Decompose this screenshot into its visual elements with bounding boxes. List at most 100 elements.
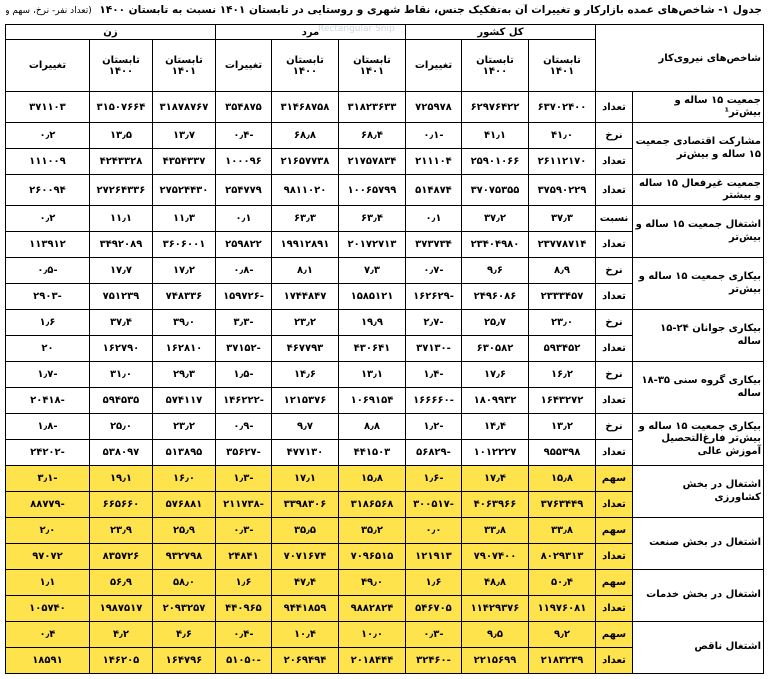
value-cell: ۱۱٫۳ <box>151 205 216 232</box>
value-cell: ۱۶۴۷۹۶ <box>151 647 216 674</box>
value-cell: ۶۲۹۷۶۴۲۲ <box>460 91 529 123</box>
table-row: بیکاری جمعیت ۱۵ ساله و بیش‌تر فارغ‌التحص… <box>4 413 764 466</box>
value-cell: ۱۰٫۴ <box>270 621 339 648</box>
value-cell: -۳۲۴۶۰ <box>404 647 462 674</box>
column-header: تابستان ۱۴۰۰ <box>460 39 529 92</box>
value-cell: ۱۹۸۷۵۱۷ <box>88 595 153 622</box>
value-cell: -۰٫۷ <box>404 257 462 284</box>
value-cell: -۱٫۷ <box>4 361 90 388</box>
value-cell: ۱۰۰۶۵۷۹۹ <box>337 174 406 206</box>
indicator-label: بیکاری جوانان ۲۴-۱۵ ساله <box>632 309 764 362</box>
value-cell: ۱۶۲۷۹۰ <box>88 335 153 362</box>
value-cell: ۳۷٫۴ <box>88 309 153 336</box>
value-cell: ۵۶٫۹ <box>88 569 153 596</box>
value-cell: ۵۷۶۸۸۱ <box>151 491 216 518</box>
indicator-label: جمعیت غیرفعال ۱۵ ساله و بیشتر <box>632 174 764 206</box>
value-cell: ۶۳٫۳ <box>270 205 339 232</box>
labor-market-table: شاخص‌های نیروی‌کار کل کشور مرد زن تابستا… <box>4 24 765 674</box>
value-cell: ۹۸۱۱۰۲۰ <box>270 174 339 206</box>
value-cell: ۳۵۴۸۷۵ <box>214 91 272 123</box>
value-cell: ۱۹۹۱۲۸۹۱ <box>270 231 339 258</box>
value-cell: ۲۰۶۹۴۹۴ <box>270 647 339 674</box>
unit-cell: نسبت <box>594 205 634 232</box>
table-row: بیکاری جمعیت ۱۵ ساله و بیش‌تر نرخ ۸٫۹ ۹٫۶ -۰… <box>4 257 764 310</box>
value-cell: -۸۸۷۷۹ <box>4 491 90 518</box>
value-cell: ۱۹٫۹ <box>337 309 406 336</box>
indicator-label: جمعیت ۱۵ ساله و بیش‌تر¹ <box>632 91 764 123</box>
column-header: تابستان ۱۴۰۱ <box>337 39 406 92</box>
value-cell: ۸٫۹ <box>527 257 596 284</box>
value-cell: ۵۱۴۸۷۴ <box>404 174 462 206</box>
table-row: بیکاری گروه سنی ۳۵-۱۸ ساله نرخ ۱۶٫۲ ۱۷٫۶ -۱٫… <box>4 361 764 414</box>
value-cell: ۳۶۰۶۰۰۱ <box>151 231 216 258</box>
value-cell: ۱۷٫۴ <box>460 465 529 492</box>
table-row: تعداد ۸۰۲۹۳۱۳ ۷۹۰۷۴۰۰ ۱۲۱۹۱۳ ۷۰۹۶۵۱۵ ۷۰۷۱۶۷۴ ۲… <box>4 543 763 570</box>
value-cell: ۳۳۹۸۳۰۶ <box>270 491 339 518</box>
value-cell: ۲۳۴۰۴۹۸۰ <box>460 231 529 258</box>
value-cell: ۲۰۹۳۲۵۷ <box>151 595 216 622</box>
value-cell: -۱٫۴ <box>404 361 462 388</box>
value-cell: ۷۴۸۳۳۶ <box>151 283 216 310</box>
value-cell: ۴٫۲ <box>88 621 153 648</box>
value-cell: ۲۷۲۶۴۳۳۶ <box>88 174 153 206</box>
value-cell: ۲۳٫۲ <box>151 413 216 440</box>
value-cell: ۵۹۴۵۳۵ <box>88 387 153 414</box>
unit-cell: نرخ <box>594 309 634 336</box>
value-cell: ۲۱۱۱۰۴ <box>404 148 462 175</box>
unit-cell: تعداد <box>594 91 634 123</box>
value-cell: ۲۱۷۵۷۸۳۴ <box>337 148 406 175</box>
value-cell: -۳۵۶۲۷ <box>214 439 272 466</box>
value-cell: ۱۴٫۶ <box>270 361 339 388</box>
column-header: تغییرات <box>214 39 272 92</box>
value-cell: ۵۳۸۰۹۷ <box>88 439 153 466</box>
value-cell: ۲۵٫۹ <box>151 517 216 544</box>
table-row: تعداد ۲۱۸۳۲۳۹ ۲۲۱۵۶۹۹ -۳۲۴۶۰ ۲۰۱۸۴۴۴ ۲۰۶۹۴۹۴-… <box>4 647 763 674</box>
value-cell: ۳۵٫۲ <box>337 517 406 544</box>
value-cell: ۱۲۱۵۳۷۶ <box>270 387 339 414</box>
value-cell: ۱۷٫۷ <box>88 257 153 284</box>
value-cell: -۰٫۴ <box>214 122 272 149</box>
value-cell: ۷۲۵۹۷۸ <box>404 91 462 123</box>
column-header: تابستان ۱۴۰۰ <box>270 39 339 92</box>
unit-cell: سهم <box>594 517 634 544</box>
value-cell: ۲۱۸۳۲۳۹ <box>527 647 596 674</box>
indicator-label: اشتغال در بخش صنعت <box>632 517 764 570</box>
value-cell: -۱۴۶۲۲۲ <box>214 387 272 414</box>
value-cell: ۱۸۰۹۹۳۲ <box>460 387 529 414</box>
value-cell: ۴۱٫۰ <box>527 122 596 149</box>
unit-cell: تعداد <box>594 174 634 206</box>
value-cell: ۱۱۹۷۶۰۸۱ <box>527 595 596 622</box>
value-cell: -۳۰۰۵۱۷ <box>404 491 462 518</box>
value-cell: ۱۶٫۰ <box>151 465 216 492</box>
value-cell: ۲۳٫۲ <box>270 309 339 336</box>
value-cell: -۲٫۷ <box>404 309 462 336</box>
value-cell: ۷۹۰۷۴۰۰ <box>460 543 529 570</box>
value-cell: ۴۸٫۸ <box>460 569 529 596</box>
value-cell: ۱۶٫۲ <box>527 361 596 388</box>
value-cell: ۴۳۵۴۳۳۷ <box>151 148 216 175</box>
value-cell: ۹٫۲ <box>527 621 596 648</box>
indicator-label: اشتغال جمعیت ۱۵ ساله و بیش‌تر <box>632 205 764 258</box>
unit-cell: نرخ <box>594 413 634 440</box>
table-row: مشارکت اقتصادی جمعیت ۱۵ ساله و بیش‌تر نرخ… <box>4 122 764 175</box>
value-cell: ۷٫۳ <box>337 257 406 284</box>
value-cell: ۱۳٫۵ <box>88 122 153 149</box>
value-cell: ۴۳۰۶۴۱ <box>337 335 406 362</box>
unit-cell: سهم <box>594 621 634 648</box>
unit-cell: تعداد <box>594 387 634 414</box>
table-row: تعداد ۲۶۱۱۲۱۷۰ ۲۵۹۰۱۰۶۶ ۲۱۱۱۰۴ ۲۱۷۵۷۸۳۴ ۲۱۶۵۷… <box>4 148 763 175</box>
unit-cell: تعداد <box>594 231 634 258</box>
value-cell: ۱۸۵۹۱ <box>4 647 90 674</box>
value-cell: ۳۱۸۶۵۶۸ <box>337 491 406 518</box>
value-cell: ۱۱۴۲۹۳۷۶ <box>460 595 529 622</box>
value-cell: ۲۶۱۱۲۱۷۰ <box>527 148 596 175</box>
value-cell: ۷۰۹۶۵۱۵ <box>337 543 406 570</box>
value-cell: ۶۳٫۴ <box>337 205 406 232</box>
value-cell: ۲۳٫۹ <box>88 517 153 544</box>
value-cell: -۰٫۳ <box>214 517 272 544</box>
value-cell: ۴۷٫۴ <box>270 569 339 596</box>
value-cell: -۰٫۹ <box>214 413 272 440</box>
value-cell: ۶۸٫۸ <box>270 122 339 149</box>
value-cell: ۱۶۴۳۲۷۲ <box>527 387 596 414</box>
